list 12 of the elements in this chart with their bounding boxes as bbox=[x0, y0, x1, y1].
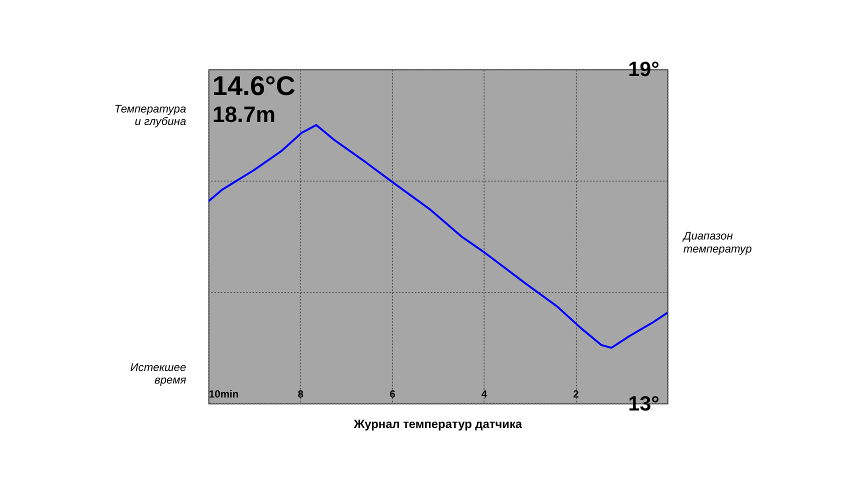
x-tick-label: 6 bbox=[390, 390, 396, 401]
text: Температура и глубина bbox=[114, 103, 186, 128]
x-tick-label: 4 bbox=[481, 390, 488, 401]
text: Истекшее время bbox=[130, 362, 186, 387]
x-tick-label: 8 bbox=[298, 390, 304, 401]
x-tick-label: 2 bbox=[573, 390, 580, 401]
x-tick-label: 10min bbox=[208, 390, 239, 401]
annotation: 14.6°C bbox=[212, 70, 296, 101]
annotation: 18.7m bbox=[212, 102, 276, 127]
text: Диапазон температур bbox=[681, 230, 752, 256]
line-series bbox=[208, 124, 668, 349]
text: Журнал температур датчика bbox=[352, 417, 522, 432]
